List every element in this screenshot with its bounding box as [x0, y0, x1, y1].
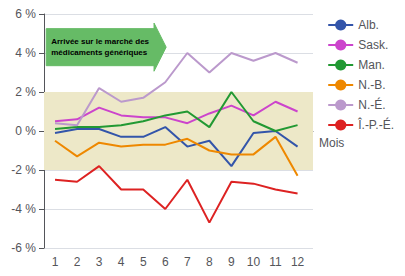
svg-text:2: 2	[74, 255, 81, 269]
svg-text:4: 4	[118, 255, 125, 269]
svg-text:6 %: 6 %	[15, 7, 36, 21]
svg-text:8: 8	[206, 255, 213, 269]
svg-text:-6 %: -6 %	[11, 241, 36, 255]
svg-text:9: 9	[228, 255, 235, 269]
svg-text:N.-É.: N.-É.	[358, 97, 385, 112]
svg-text:Sask.: Sask.	[358, 38, 388, 52]
svg-text:11: 11	[269, 255, 282, 269]
svg-text:Man.: Man.	[358, 58, 385, 72]
svg-text:3: 3	[96, 255, 103, 269]
svg-text:5: 5	[140, 255, 147, 269]
svg-text:-4 %: -4 %	[11, 202, 36, 216]
svg-text:0 %: 0 %	[15, 124, 36, 138]
svg-text:4 %: 4 %	[15, 46, 36, 60]
svg-text:médicaments génériques: médicaments génériques	[51, 48, 148, 57]
svg-text:N.-B.: N.-B.	[358, 78, 385, 92]
svg-text:7: 7	[184, 255, 191, 269]
svg-text:6: 6	[162, 255, 169, 269]
svg-text:10: 10	[247, 255, 261, 269]
svg-text:12: 12	[291, 255, 305, 269]
svg-text:2 %: 2 %	[15, 85, 36, 99]
svg-text:Arrivée sur le marché des: Arrivée sur le marché des	[51, 37, 149, 46]
svg-text:Mois: Mois	[319, 136, 344, 150]
svg-text:Alb.: Alb.	[358, 18, 379, 32]
svg-text:Î.-P.-É.: Î.-P.-É.	[357, 117, 394, 132]
svg-text:-2 %: -2 %	[11, 163, 36, 177]
svg-text:1: 1	[52, 255, 59, 269]
